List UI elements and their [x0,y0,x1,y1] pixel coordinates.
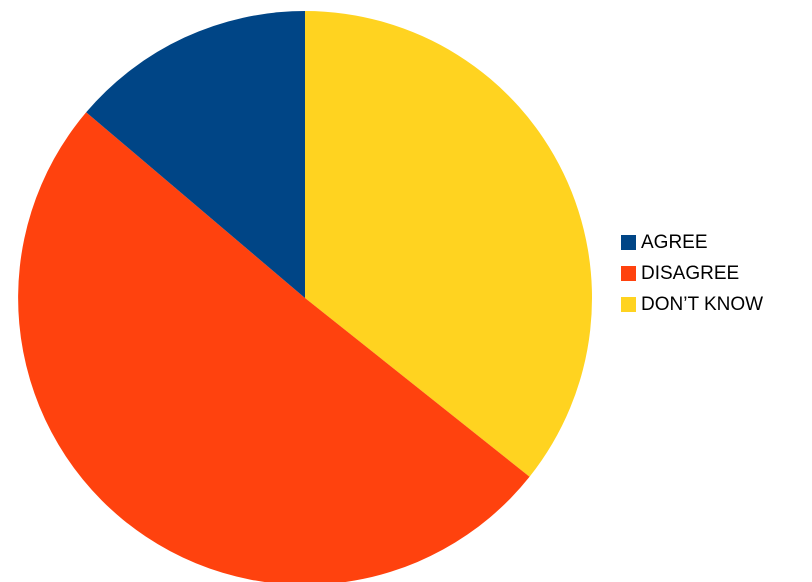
legend: AGREE DISAGREE DON’T KNOW [621,227,763,320]
legend-label-disagree: DISAGREE [641,262,740,284]
pie-slice-agree [86,11,306,298]
legend-item-dont-know: DON’T KNOW [621,289,763,320]
pie-slice-disagree [18,112,530,582]
legend-label-agree: AGREE [641,231,708,253]
legend-label-dont-know: DON’T KNOW [641,293,764,315]
legend-item-agree: AGREE [621,227,763,258]
pie-slice-don-t-know [305,11,593,477]
legend-swatch-agree [621,235,636,250]
legend-swatch-dont-know [621,297,636,312]
legend-swatch-disagree [621,266,636,281]
legend-item-disagree: DISAGREE [621,258,763,289]
